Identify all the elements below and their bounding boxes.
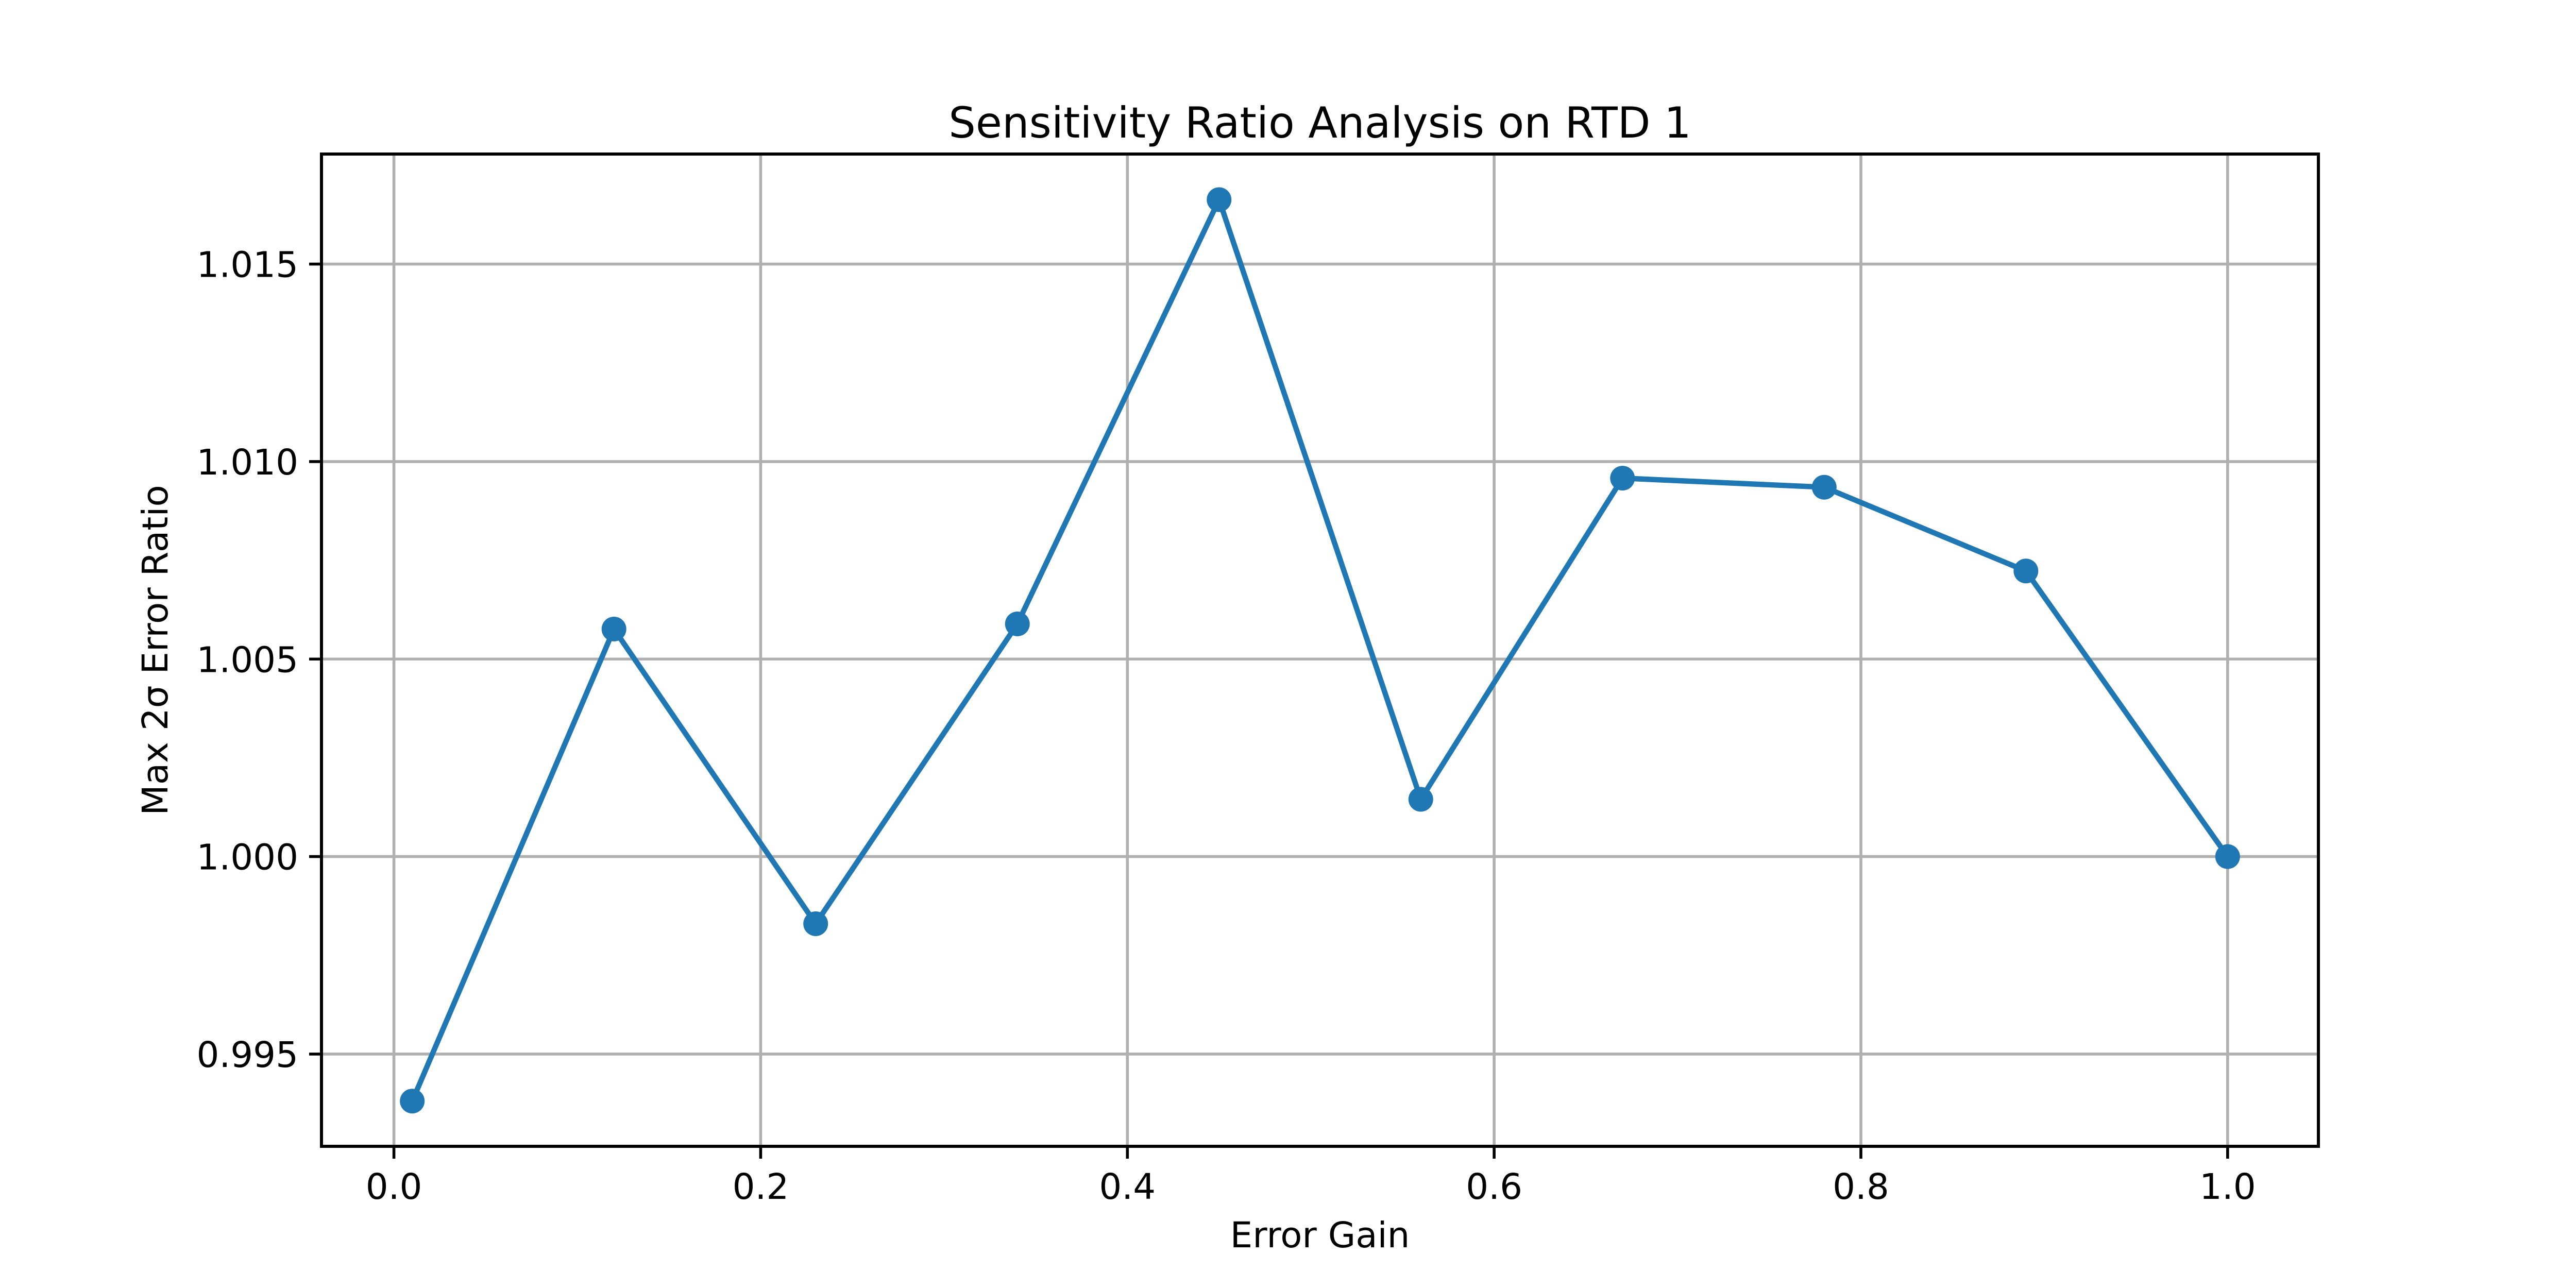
data-point <box>1207 187 1232 212</box>
y-tick-label: 1.000 <box>196 837 298 878</box>
chart-title: Sensitivity Ratio Analysis on RTD 1 <box>948 98 1691 148</box>
data-point <box>2013 558 2039 584</box>
x-tick-label: 0.4 <box>1099 1166 1156 1208</box>
data-point <box>1811 474 1837 500</box>
x-tick-label: 0.0 <box>366 1166 422 1208</box>
data-line <box>409 197 2231 1104</box>
data-point <box>803 911 828 936</box>
data-point <box>1610 466 1635 491</box>
y-tick-label: 1.005 <box>196 639 298 681</box>
data-point <box>2215 844 2240 869</box>
data-point <box>601 616 626 641</box>
x-tick-label: 1.0 <box>2199 1166 2256 1208</box>
y-tick-label: 1.010 <box>196 442 298 483</box>
x-tick-label: 0.2 <box>733 1166 789 1208</box>
x-axis-label: Error Gain <box>1230 1215 1410 1256</box>
plot-border <box>320 152 2320 1148</box>
data-point <box>400 1089 425 1114</box>
y-axis-label: Max 2σ Error Ratio <box>135 485 176 816</box>
data-point <box>1408 787 1433 812</box>
x-tick-label: 0.8 <box>1833 1166 1889 1208</box>
y-tick-label: 0.995 <box>196 1035 298 1076</box>
x-tick-label: 0.6 <box>1466 1166 1522 1208</box>
y-tick-label: 1.015 <box>196 245 298 286</box>
data-point <box>1005 612 1030 637</box>
